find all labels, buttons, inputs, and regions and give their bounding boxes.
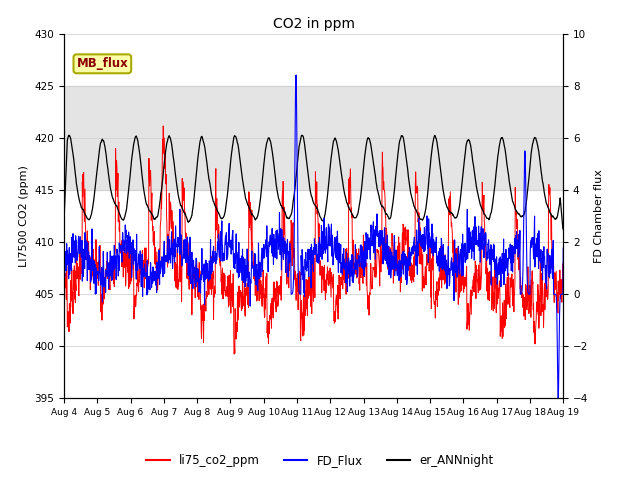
Legend: li75_co2_ppm, FD_Flux, er_ANNnight: li75_co2_ppm, FD_Flux, er_ANNnight [141,449,499,472]
Bar [64,86,563,190]
Y-axis label: FD Chamber flux: FD Chamber flux [594,169,604,263]
Title: CO2 in ppm: CO2 in ppm [273,17,355,31]
Text: MB_flux: MB_flux [77,57,128,70]
Y-axis label: LI7500 CO2 (ppm): LI7500 CO2 (ppm) [19,165,29,267]
